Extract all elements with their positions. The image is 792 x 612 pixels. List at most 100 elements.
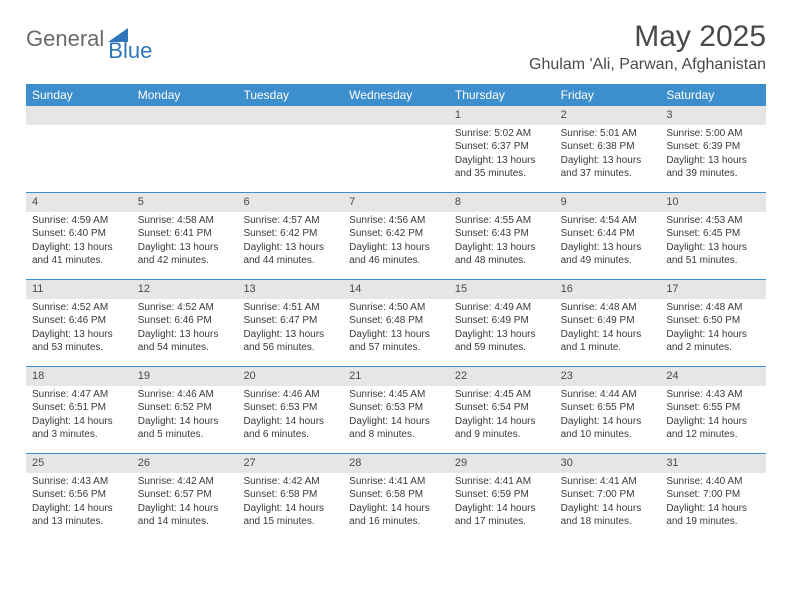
week-row: 25Sunrise: 4:43 AMSunset: 6:56 PMDayligh…: [26, 453, 766, 540]
day-number: 2: [555, 106, 661, 125]
day-cell: [26, 106, 132, 192]
daylight-text: Daylight: 14 hours and 16 minutes.: [349, 502, 443, 529]
daylight-text: Daylight: 13 hours and 35 minutes.: [455, 154, 549, 181]
sunrise-text: Sunrise: 4:53 AM: [666, 214, 760, 228]
day-cell: 4Sunrise: 4:59 AMSunset: 6:40 PMDaylight…: [26, 193, 132, 279]
day-body: Sunrise: 4:42 AMSunset: 6:57 PMDaylight:…: [132, 473, 238, 533]
sunset-text: Sunset: 6:53 PM: [349, 401, 443, 415]
daylight-text: Daylight: 14 hours and 8 minutes.: [349, 415, 443, 442]
daylight-text: Daylight: 14 hours and 2 minutes.: [666, 328, 760, 355]
daylight-text: Daylight: 14 hours and 12 minutes.: [666, 415, 760, 442]
day-cell: [132, 106, 238, 192]
day-cell: 18Sunrise: 4:47 AMSunset: 6:51 PMDayligh…: [26, 367, 132, 453]
daylight-text: Daylight: 14 hours and 1 minute.: [561, 328, 655, 355]
day-number: [237, 106, 343, 125]
day-cell: 23Sunrise: 4:44 AMSunset: 6:55 PMDayligh…: [555, 367, 661, 453]
sunset-text: Sunset: 6:50 PM: [666, 314, 760, 328]
day-cell: 14Sunrise: 4:50 AMSunset: 6:48 PMDayligh…: [343, 280, 449, 366]
daylight-text: Daylight: 14 hours and 14 minutes.: [138, 502, 232, 529]
day-body: Sunrise: 4:59 AMSunset: 6:40 PMDaylight:…: [26, 212, 132, 272]
sunset-text: Sunset: 7:00 PM: [666, 488, 760, 502]
daylight-text: Daylight: 13 hours and 51 minutes.: [666, 241, 760, 268]
daylight-text: Daylight: 13 hours and 56 minutes.: [243, 328, 337, 355]
sunset-text: Sunset: 6:46 PM: [138, 314, 232, 328]
daylight-text: Daylight: 14 hours and 19 minutes.: [666, 502, 760, 529]
daylight-text: Daylight: 13 hours and 54 minutes.: [138, 328, 232, 355]
week-row: 4Sunrise: 4:59 AMSunset: 6:40 PMDaylight…: [26, 192, 766, 279]
daylight-text: Daylight: 13 hours and 42 minutes.: [138, 241, 232, 268]
day-number: 29: [449, 454, 555, 473]
sunset-text: Sunset: 6:58 PM: [243, 488, 337, 502]
day-body: Sunrise: 4:58 AMSunset: 6:41 PMDaylight:…: [132, 212, 238, 272]
day-body: Sunrise: 4:41 AMSunset: 6:58 PMDaylight:…: [343, 473, 449, 533]
sunrise-text: Sunrise: 4:51 AM: [243, 301, 337, 315]
sunset-text: Sunset: 6:51 PM: [32, 401, 126, 415]
week-row: 11Sunrise: 4:52 AMSunset: 6:46 PMDayligh…: [26, 279, 766, 366]
day-number: 8: [449, 193, 555, 212]
sunset-text: Sunset: 6:39 PM: [666, 140, 760, 154]
day-number: 28: [343, 454, 449, 473]
day-number: 31: [660, 454, 766, 473]
day-cell: 27Sunrise: 4:42 AMSunset: 6:58 PMDayligh…: [237, 454, 343, 540]
day-cell: 26Sunrise: 4:42 AMSunset: 6:57 PMDayligh…: [132, 454, 238, 540]
day-cell: 10Sunrise: 4:53 AMSunset: 6:45 PMDayligh…: [660, 193, 766, 279]
day-body: Sunrise: 4:47 AMSunset: 6:51 PMDaylight:…: [26, 386, 132, 446]
day-number: 19: [132, 367, 238, 386]
day-cell: 22Sunrise: 4:45 AMSunset: 6:54 PMDayligh…: [449, 367, 555, 453]
day-number: 6: [237, 193, 343, 212]
day-number: [26, 106, 132, 125]
sunrise-text: Sunrise: 4:58 AM: [138, 214, 232, 228]
daylight-text: Daylight: 13 hours and 53 minutes.: [32, 328, 126, 355]
sunrise-text: Sunrise: 4:56 AM: [349, 214, 443, 228]
sunrise-text: Sunrise: 5:00 AM: [666, 127, 760, 141]
day-cell: 1Sunrise: 5:02 AMSunset: 6:37 PMDaylight…: [449, 106, 555, 192]
day-body: Sunrise: 4:48 AMSunset: 6:50 PMDaylight:…: [660, 299, 766, 359]
sunrise-text: Sunrise: 5:01 AM: [561, 127, 655, 141]
day-body: Sunrise: 4:55 AMSunset: 6:43 PMDaylight:…: [449, 212, 555, 272]
day-header-row: SundayMondayTuesdayWednesdayThursdayFrid…: [26, 84, 766, 106]
day-cell: 28Sunrise: 4:41 AMSunset: 6:58 PMDayligh…: [343, 454, 449, 540]
day-number: 4: [26, 193, 132, 212]
sunset-text: Sunset: 6:49 PM: [455, 314, 549, 328]
sunset-text: Sunset: 6:55 PM: [666, 401, 760, 415]
day-number: [132, 106, 238, 125]
sunrise-text: Sunrise: 4:43 AM: [32, 475, 126, 489]
day-body: Sunrise: 4:51 AMSunset: 6:47 PMDaylight:…: [237, 299, 343, 359]
day-body: Sunrise: 4:44 AMSunset: 6:55 PMDaylight:…: [555, 386, 661, 446]
day-cell: [237, 106, 343, 192]
sunset-text: Sunset: 6:52 PM: [138, 401, 232, 415]
day-header: Saturday: [660, 84, 766, 106]
sunset-text: Sunset: 6:37 PM: [455, 140, 549, 154]
day-cell: 16Sunrise: 4:48 AMSunset: 6:49 PMDayligh…: [555, 280, 661, 366]
day-cell: 13Sunrise: 4:51 AMSunset: 6:47 PMDayligh…: [237, 280, 343, 366]
sunrise-text: Sunrise: 4:41 AM: [349, 475, 443, 489]
sunrise-text: Sunrise: 4:48 AM: [561, 301, 655, 315]
day-cell: 3Sunrise: 5:00 AMSunset: 6:39 PMDaylight…: [660, 106, 766, 192]
day-body: Sunrise: 4:41 AMSunset: 6:59 PMDaylight:…: [449, 473, 555, 533]
sunset-text: Sunset: 6:44 PM: [561, 227, 655, 241]
day-body: Sunrise: 4:43 AMSunset: 6:56 PMDaylight:…: [26, 473, 132, 533]
sunrise-text: Sunrise: 4:55 AM: [455, 214, 549, 228]
sunset-text: Sunset: 6:41 PM: [138, 227, 232, 241]
sunrise-text: Sunrise: 4:42 AM: [138, 475, 232, 489]
day-number: 9: [555, 193, 661, 212]
day-number: [343, 106, 449, 125]
sunrise-text: Sunrise: 4:45 AM: [349, 388, 443, 402]
day-cell: 12Sunrise: 4:52 AMSunset: 6:46 PMDayligh…: [132, 280, 238, 366]
daylight-text: Daylight: 13 hours and 44 minutes.: [243, 241, 337, 268]
day-body: Sunrise: 4:52 AMSunset: 6:46 PMDaylight:…: [26, 299, 132, 359]
sunrise-text: Sunrise: 4:45 AM: [455, 388, 549, 402]
day-number: 3: [660, 106, 766, 125]
day-body: Sunrise: 4:50 AMSunset: 6:48 PMDaylight:…: [343, 299, 449, 359]
day-number: 20: [237, 367, 343, 386]
day-body: Sunrise: 4:53 AMSunset: 6:45 PMDaylight:…: [660, 212, 766, 272]
day-body: Sunrise: 4:45 AMSunset: 6:53 PMDaylight:…: [343, 386, 449, 446]
brand-logo: General Blue: [26, 26, 152, 52]
day-cell: 25Sunrise: 4:43 AMSunset: 6:56 PMDayligh…: [26, 454, 132, 540]
day-header: Monday: [132, 84, 238, 106]
day-cell: 15Sunrise: 4:49 AMSunset: 6:49 PMDayligh…: [449, 280, 555, 366]
day-number: 5: [132, 193, 238, 212]
day-cell: 9Sunrise: 4:54 AMSunset: 6:44 PMDaylight…: [555, 193, 661, 279]
day-number: 23: [555, 367, 661, 386]
day-body: Sunrise: 4:46 AMSunset: 6:53 PMDaylight:…: [237, 386, 343, 446]
